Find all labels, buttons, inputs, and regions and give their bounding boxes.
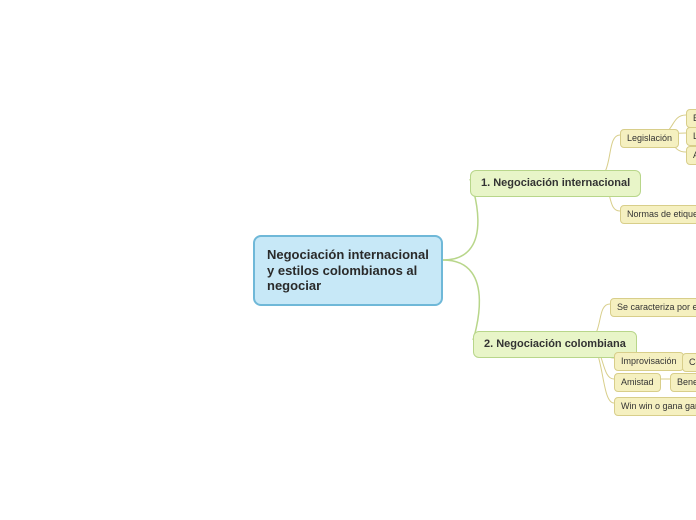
leaf-label: Amistad [621, 377, 654, 387]
root-label: Negociación internacional y estilos colo… [267, 247, 429, 293]
branch-negociacion-colombiana[interactable]: 2. Negociación colombiana [473, 331, 637, 358]
leaf-legis-child-1[interactable]: Es [686, 109, 696, 128]
leaf-improvisacion[interactable]: Improvisación [614, 352, 684, 371]
leaf-winwin[interactable]: Win win o gana gana [614, 397, 696, 416]
branch-label: 1. Negociación internacional [481, 177, 630, 189]
leaf-legislacion[interactable]: Legislación [620, 129, 679, 148]
leaf-regateo[interactable]: Se caracteriza por el regateo [610, 298, 696, 317]
leaf-amistad[interactable]: Amistad [614, 373, 661, 392]
leaf-normas-etiqueta[interactable]: Normas de etiqueta [620, 205, 696, 224]
leaf-improv-child[interactable]: Co [682, 353, 696, 372]
leaf-label: Legislación [627, 133, 672, 143]
leaf-label: Benefic [677, 377, 696, 387]
leaf-label: Co [689, 357, 696, 367]
leaf-label: Se caracteriza por el regateo [617, 302, 696, 312]
leaf-label: Win win o gana gana [621, 401, 696, 411]
leaf-legis-child-3[interactable]: Ac [686, 146, 696, 165]
leaf-label: Normas de etiqueta [627, 209, 696, 219]
root-node[interactable]: Negociación internacional y estilos colo… [253, 235, 443, 306]
leaf-label: Improvisación [621, 356, 677, 366]
leaf-legis-child-2[interactable]: Le [686, 127, 696, 146]
leaf-amistad-child[interactable]: Benefic [670, 373, 696, 392]
branch-negociacion-internacional[interactable]: 1. Negociación internacional [470, 170, 641, 197]
branch-label: 2. Negociación colombiana [484, 338, 626, 350]
